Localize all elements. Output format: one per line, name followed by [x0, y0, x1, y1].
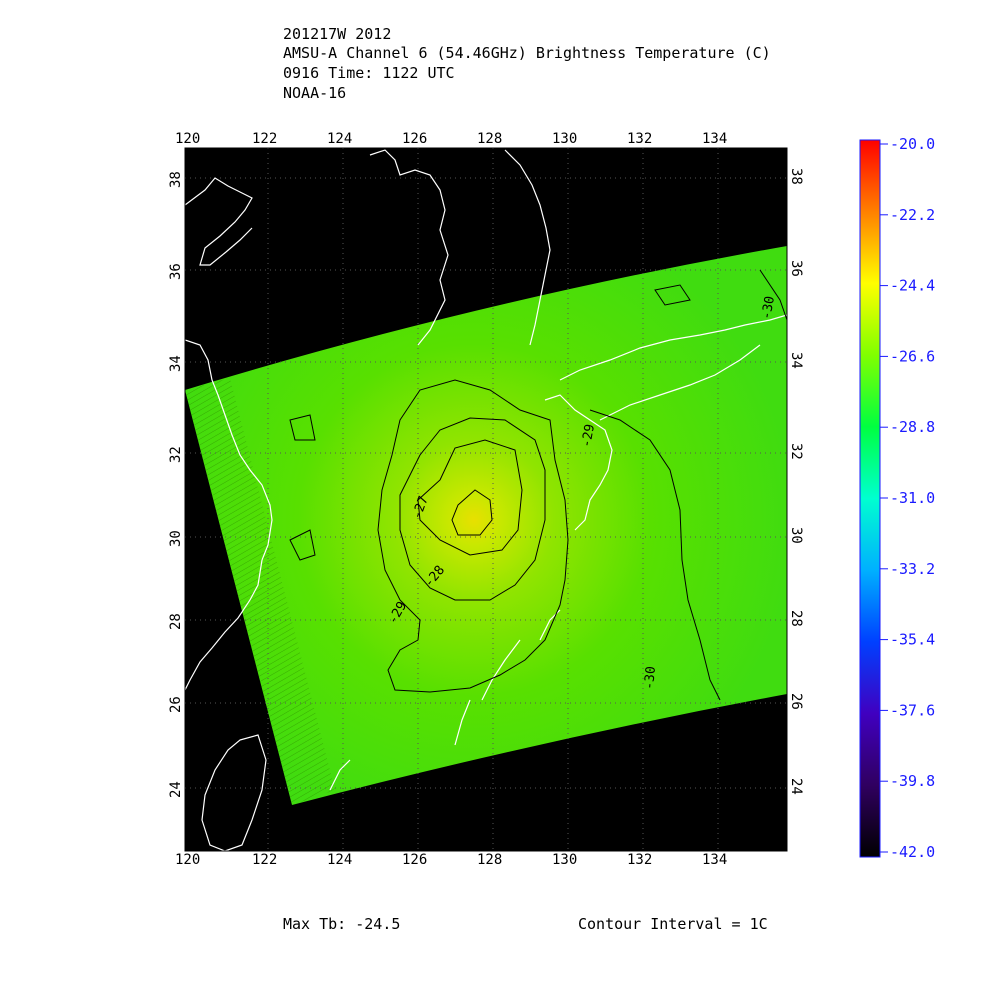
lat-tick-label: 30: [168, 530, 184, 547]
lat-tick-label: 28: [788, 610, 804, 627]
lat-tick-label: 28: [168, 613, 184, 630]
lat-tick-label: 26: [168, 696, 184, 713]
lat-tick-label: 38: [168, 171, 184, 188]
contour-label: -29: [579, 423, 598, 449]
colorbar-label: -20.0: [890, 135, 935, 153]
lat-tick-label: 36: [168, 263, 184, 280]
title-line-1: 201217W 2012: [283, 25, 392, 43]
colorbar-label: -31.0: [890, 489, 935, 507]
lon-tick-label: 124: [327, 852, 352, 868]
lon-ticks-bottom: 120 122 124 126 128 130 132 134: [175, 852, 727, 868]
lat-tick-label: 36: [788, 260, 804, 277]
colorbar-label: -26.6: [890, 347, 935, 365]
data-swath: [185, 246, 787, 805]
lon-tick-label: 122: [252, 131, 277, 147]
title-line-3: 0916 Time: 1122 UTC: [283, 64, 455, 82]
swath-edge-hatching: [185, 378, 335, 805]
map-frame: [184, 147, 788, 852]
lon-ticks-top: 120 122 124 126 128 130 132 134: [175, 131, 727, 147]
contours: [289, 269, 787, 701]
graticule: [185, 148, 787, 851]
max-tb-label: Max Tb: -24.5: [283, 915, 401, 933]
lon-tick-label: 134: [702, 852, 727, 868]
title-line-2: AMSU-A Channel 6 (54.46GHz) Brightness T…: [283, 44, 771, 62]
lon-tick-label: 134: [702, 131, 727, 147]
colorbar-ticks: -20.0 -22.2 -24.4 -26.6 -28.8 -31.0 -33.2 -35.4…: [880, 135, 935, 861]
lat-tick-label: 24: [168, 781, 184, 798]
lat-tick-label: 32: [168, 446, 184, 463]
colorbar-label: -22.2: [890, 206, 935, 224]
lon-tick-label: 122: [252, 852, 277, 868]
lat-tick-label: 30: [788, 527, 804, 544]
lat-tick-label: 34: [168, 355, 184, 372]
title-line-4: NOAA-16: [283, 84, 347, 102]
contour-interval-label: Contour Interval = 1C: [578, 915, 768, 933]
colorbar-label: -33.2: [890, 560, 935, 578]
lat-tick-label: 24: [788, 778, 804, 795]
lon-tick-label: 124: [327, 131, 352, 147]
colorbar-label: -39.8: [890, 772, 935, 790]
lat-tick-label: 32: [788, 443, 804, 460]
lon-tick-label: 120: [175, 852, 200, 868]
contour-label: -30: [642, 666, 659, 691]
lon-tick-label: 128: [477, 852, 502, 868]
lon-tick-label: 128: [477, 131, 502, 147]
lat-tick-label: 26: [788, 693, 804, 710]
colorbar: -20.0 -22.2 -24.4 -26.6 -28.8 -31.0 -33.2 -35.4…: [859, 135, 935, 861]
lon-tick-label: 132: [627, 852, 652, 868]
lon-tick-label: 126: [402, 131, 427, 147]
lon-tick-label: 130: [552, 852, 577, 868]
colorbar-label: -37.6: [890, 701, 935, 719]
colorbar-label: -24.4: [890, 277, 935, 295]
lon-tick-label: 126: [402, 852, 427, 868]
colorbar-label: -35.4: [890, 631, 935, 649]
lon-tick-label: 130: [552, 131, 577, 147]
colorbar-label: -28.8: [890, 418, 935, 436]
coastlines: [185, 149, 787, 851]
lon-tick-label: 120: [175, 131, 200, 147]
contour-label: -30: [759, 295, 778, 321]
lat-ticks-left: 24 26 28 30 32 34 36 38: [168, 171, 184, 798]
lon-tick-label: 132: [627, 131, 652, 147]
colorbar-label: -42.0: [890, 843, 935, 861]
lat-ticks-right: 24 26 28 30 32 34 36 38: [788, 168, 804, 795]
lat-tick-label: 34: [788, 352, 804, 369]
colorbar-gradient: [859, 139, 881, 858]
lat-tick-label: 38: [788, 168, 804, 185]
